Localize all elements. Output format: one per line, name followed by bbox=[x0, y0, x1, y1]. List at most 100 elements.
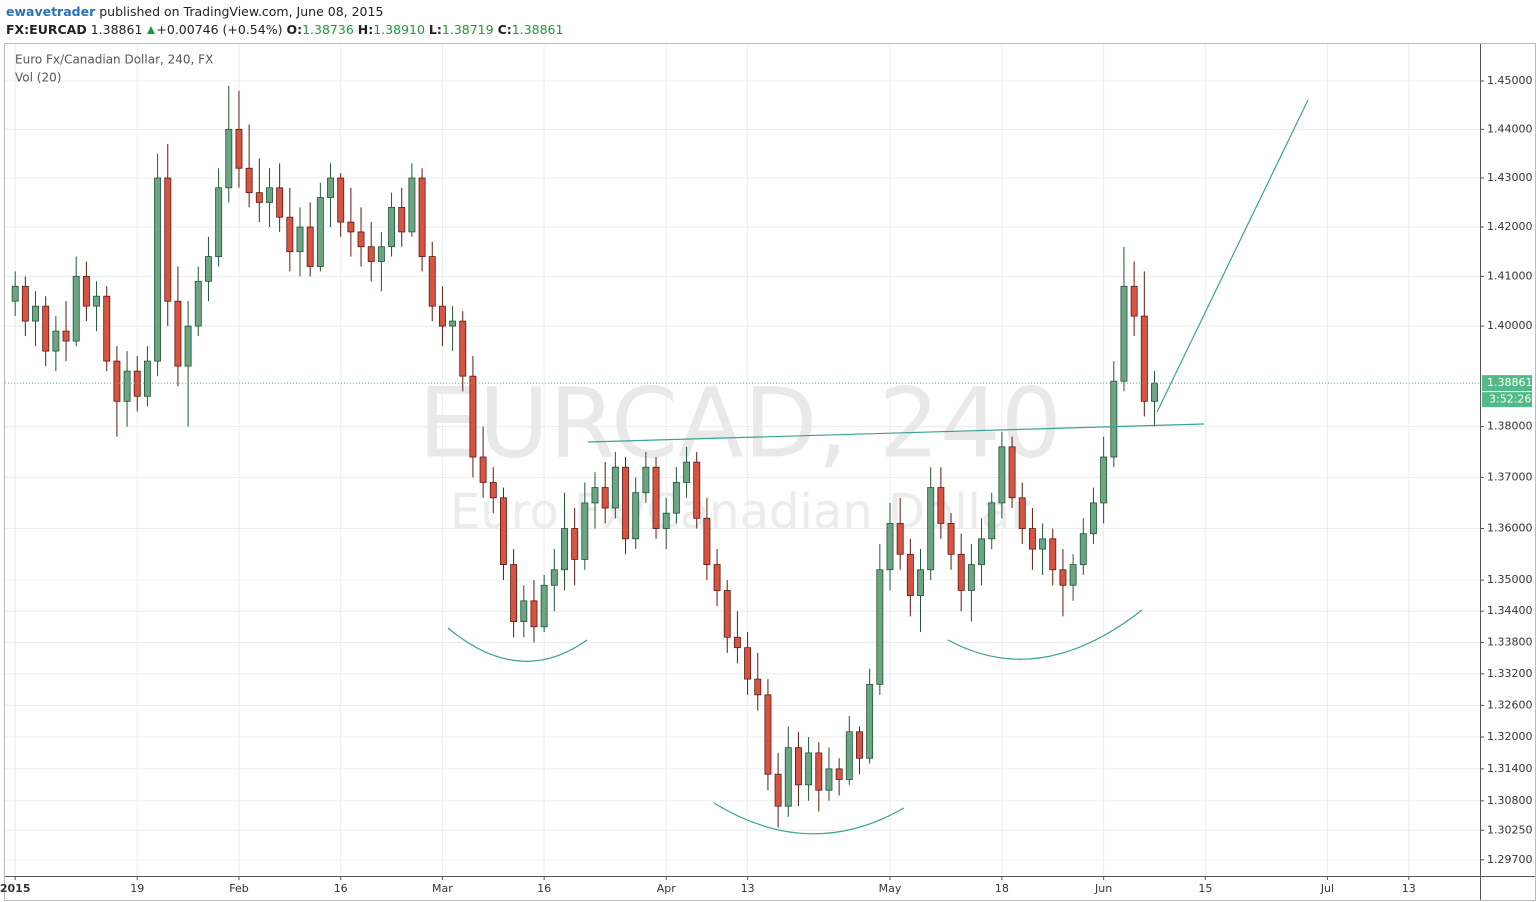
left-shoulder-arc[interactable] bbox=[447, 627, 588, 662]
x-tick-label: 13 bbox=[741, 882, 755, 895]
candle-body bbox=[316, 197, 324, 267]
x-tick-label: Mar bbox=[432, 882, 453, 895]
candle-body bbox=[194, 280, 202, 327]
candle-body bbox=[479, 456, 487, 483]
low: 1.38719 bbox=[441, 22, 494, 37]
countdown: 3:52:26 bbox=[1489, 393, 1531, 406]
candle-body bbox=[917, 569, 924, 597]
x-tick-label: 18 bbox=[995, 882, 1009, 895]
candle-body bbox=[286, 216, 294, 253]
y-tick-label: 1.32600 bbox=[1487, 698, 1533, 711]
candle-body bbox=[1140, 315, 1148, 402]
candle-body bbox=[805, 752, 813, 786]
author[interactable]: ewavetrader bbox=[6, 4, 96, 19]
candle-body bbox=[398, 206, 406, 233]
candle-body bbox=[1120, 285, 1128, 382]
candle-body bbox=[174, 300, 182, 367]
candle-body bbox=[581, 502, 589, 560]
y-tick-label: 1.45000 bbox=[1487, 74, 1533, 87]
y-tick-label: 1.33800 bbox=[1487, 635, 1533, 648]
candle-body bbox=[672, 482, 680, 514]
drawings bbox=[447, 99, 1309, 835]
candle-body bbox=[1151, 382, 1158, 402]
y-tick-label: 1.31400 bbox=[1487, 762, 1533, 775]
candle-body bbox=[693, 461, 701, 519]
candle-body bbox=[489, 482, 497, 499]
candle-body bbox=[713, 564, 721, 591]
candle-body bbox=[215, 187, 223, 257]
candle-body bbox=[143, 360, 151, 397]
volume-label: Vol (20) bbox=[15, 71, 61, 85]
candle-body bbox=[754, 678, 762, 696]
candle-body bbox=[62, 330, 70, 342]
candle-body bbox=[784, 747, 792, 807]
candle-body bbox=[184, 325, 192, 367]
y-tick-label: 1.40000 bbox=[1487, 319, 1533, 332]
quote-line: FX:EURCAD 1.38861 +0.00746 (+0.54%) O:1.… bbox=[6, 22, 563, 37]
candle-body bbox=[652, 466, 660, 529]
candle-body bbox=[611, 466, 619, 509]
high-label: H: bbox=[357, 22, 374, 37]
projection-line[interactable] bbox=[1156, 99, 1309, 413]
candle-body bbox=[438, 305, 446, 327]
y-tick-label: 1.32000 bbox=[1487, 730, 1533, 743]
candle-body bbox=[937, 487, 945, 524]
last-price-label: 1.38861 bbox=[1487, 376, 1533, 389]
candle-body bbox=[347, 221, 355, 233]
candle-body bbox=[1130, 285, 1138, 317]
candle-body bbox=[52, 330, 60, 352]
candle-body bbox=[988, 502, 996, 540]
y-tick-label: 1.35000 bbox=[1487, 573, 1533, 586]
candle-body bbox=[11, 285, 19, 302]
candle-body bbox=[1089, 502, 1097, 535]
frame bbox=[4, 43, 1536, 901]
candle-body bbox=[845, 731, 853, 780]
header: ewavetrader published on TradingView.com… bbox=[0, 0, 1540, 40]
candle-body bbox=[296, 226, 304, 253]
candle-body bbox=[377, 246, 385, 262]
candle-body bbox=[32, 305, 39, 322]
candle-body bbox=[276, 187, 284, 218]
neckline[interactable] bbox=[587, 423, 1205, 443]
candle-body bbox=[774, 773, 782, 807]
candle-body bbox=[744, 647, 752, 680]
y-tick-label: 1.36000 bbox=[1487, 522, 1533, 535]
candle-body bbox=[876, 569, 884, 685]
y-tick-label: 1.41000 bbox=[1487, 269, 1533, 282]
candle-body bbox=[204, 256, 212, 282]
x-tick-label: 15 bbox=[1198, 882, 1212, 895]
watermark-symbol: EURCAD, 240 bbox=[418, 367, 1062, 479]
candle-body bbox=[255, 192, 263, 203]
candle-body bbox=[835, 768, 843, 780]
candle-body bbox=[103, 295, 111, 362]
x-tick-label: Jun bbox=[1094, 882, 1112, 895]
change: +0.00746 (+0.54%) bbox=[156, 22, 283, 37]
x-tick-label: Apr bbox=[657, 882, 677, 895]
head-arc[interactable] bbox=[713, 802, 905, 835]
candle-body bbox=[1069, 564, 1077, 586]
candle-body bbox=[469, 375, 477, 458]
candle-body bbox=[947, 523, 955, 555]
candle-body bbox=[113, 360, 121, 402]
candle-body bbox=[723, 590, 731, 638]
candle-body bbox=[733, 636, 741, 649]
y-tick-label: 1.33200 bbox=[1487, 667, 1533, 680]
candle-body bbox=[927, 487, 935, 571]
candle-body bbox=[1039, 538, 1047, 550]
candle-body bbox=[72, 275, 80, 342]
candle-body bbox=[1100, 456, 1108, 504]
candle-body bbox=[418, 177, 426, 257]
candle-body bbox=[1059, 569, 1067, 586]
candle-body bbox=[337, 177, 345, 223]
candle-body bbox=[601, 487, 609, 509]
candle-body bbox=[530, 600, 538, 628]
candle-body bbox=[123, 370, 131, 402]
candle-body bbox=[1018, 497, 1026, 529]
close: 1.38861 bbox=[511, 22, 564, 37]
right-shoulder-arc[interactable] bbox=[947, 609, 1143, 660]
grid bbox=[5, 44, 1480, 876]
candle-body bbox=[367, 246, 375, 262]
x-tick-label: Jul bbox=[1320, 882, 1334, 895]
published: published on TradingView.com, June 08, 2… bbox=[99, 4, 384, 19]
